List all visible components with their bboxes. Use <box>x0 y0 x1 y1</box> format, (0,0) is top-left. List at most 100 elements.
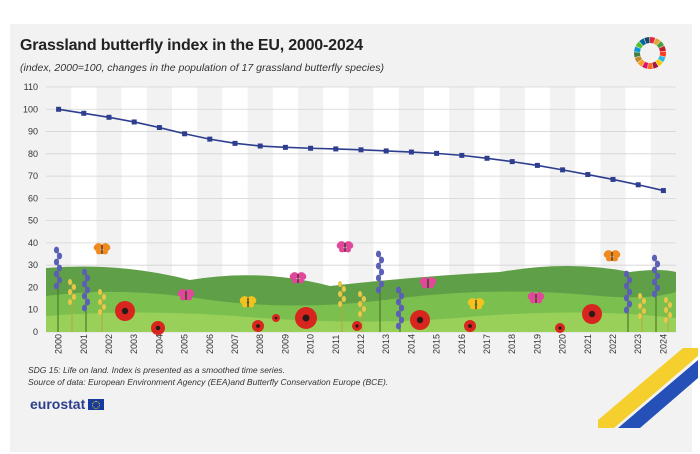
eurostat-logo: eurostat <box>30 396 105 412</box>
butterfly-icon <box>289 272 307 284</box>
x-tick-label: 2010 <box>306 334 316 354</box>
lavender-icon <box>53 246 63 332</box>
x-tick-label: 2002 <box>104 334 114 354</box>
x-axis-ticks: 2000 2001 2002 2003 2004 2005 2006 2007 2008 2009… <box>54 334 669 354</box>
butterfly-icon <box>239 296 257 308</box>
x-tick-label: 2001 <box>79 334 89 354</box>
data-point <box>308 145 314 151</box>
butterfly-icon <box>603 250 621 262</box>
data-point <box>509 159 515 165</box>
butterfly-icon <box>419 277 437 289</box>
data-point <box>257 143 263 149</box>
y-tick-label: 110 <box>24 82 38 92</box>
data-point <box>534 162 540 168</box>
lavender-icon <box>651 254 661 332</box>
y-tick-label: 10 <box>28 305 38 315</box>
wheat-icon <box>358 291 366 332</box>
front-hill <box>46 312 676 332</box>
series-layer <box>56 106 666 194</box>
x-tick-label: 2003 <box>129 334 139 354</box>
data-point <box>232 140 238 146</box>
poppy-icon <box>555 323 565 333</box>
footnote-sdg: SDG 15: Life on land. Index is presented… <box>28 365 286 375</box>
butterfly-icon <box>467 298 485 310</box>
data-point <box>282 144 288 150</box>
data-point <box>434 150 440 156</box>
y-tick-label: 100 <box>23 104 38 114</box>
butterfly-icon <box>527 292 545 304</box>
poppy-icon <box>151 321 165 335</box>
x-tick-label: 2017 <box>482 334 492 354</box>
poppy-icon <box>582 304 602 324</box>
x-tick-label: 2018 <box>507 334 517 354</box>
data-point <box>207 136 213 142</box>
wheat-icon <box>638 293 646 332</box>
x-tick-label: 2007 <box>230 334 240 354</box>
data-point <box>610 176 616 182</box>
y-tick-label: 60 <box>28 193 38 203</box>
chart-subtitle: (index, 2000=100, changes in the populat… <box>20 62 384 74</box>
lavender-icon <box>395 286 405 332</box>
wheat-icon <box>664 297 672 332</box>
butterfly-icon <box>177 289 195 301</box>
poppy-icon <box>272 314 280 322</box>
y-tick-label: 80 <box>28 149 38 159</box>
data-point <box>560 167 566 173</box>
x-tick-label: 2009 <box>280 334 290 354</box>
lavender-icon <box>375 250 385 332</box>
x-tick-label: 2022 <box>608 334 618 354</box>
data-point <box>383 148 389 154</box>
wheat-icon <box>98 289 106 332</box>
poppy-icon <box>252 320 264 332</box>
y-tick-label: 50 <box>28 216 38 226</box>
butterfly-icon <box>336 241 354 253</box>
poppy-icon <box>464 320 476 332</box>
data-point <box>106 114 112 120</box>
data-point <box>81 110 87 116</box>
x-tick-label: 2000 <box>54 334 64 354</box>
lavender-icon <box>81 268 91 332</box>
poppy-icon <box>410 310 430 330</box>
x-tick-label: 2014 <box>406 334 416 354</box>
poppy-icon <box>115 301 135 321</box>
sdg-wheel-icon <box>634 37 666 69</box>
data-point <box>182 131 188 137</box>
y-tick-label: 0 <box>33 327 38 337</box>
y-axis-ticks: 0 10 20 30 40 50 60 70 80 90 100 110 <box>23 82 38 337</box>
y-tick-label: 20 <box>28 282 38 292</box>
data-point <box>635 182 641 188</box>
butterfly-icon <box>93 243 111 255</box>
poppy-icon <box>295 307 317 329</box>
x-tick-label: 2024 <box>658 334 668 354</box>
data-point <box>408 149 414 155</box>
data-point <box>358 147 364 153</box>
logo-text: eurostat <box>30 396 86 412</box>
x-tick-label: 2005 <box>180 334 190 354</box>
y-tick-label: 40 <box>28 238 38 248</box>
x-tick-label: 2019 <box>532 334 542 354</box>
x-tick-label: 2023 <box>633 334 643 354</box>
y-tick-label: 30 <box>28 260 38 270</box>
poppy-icon <box>352 321 362 331</box>
x-tick-label: 2013 <box>381 334 391 354</box>
data-point <box>585 172 591 178</box>
x-tick-label: 2021 <box>583 334 593 354</box>
data-point <box>131 119 137 125</box>
footnote: SDG 15: Life on land. Index is presented… <box>28 364 388 388</box>
corner-stripes-icon <box>598 348 698 428</box>
lavender-icon <box>623 270 633 332</box>
y-tick-label: 70 <box>28 171 38 181</box>
eu-flag-icon <box>88 398 105 410</box>
x-tick-label: 2008 <box>255 334 265 354</box>
footnote-source: Source of data: European Environment Age… <box>28 377 389 387</box>
chart-title: Grassland butterfly index in the EU, 200… <box>20 37 363 54</box>
x-tick-label: 2016 <box>457 334 467 354</box>
meadow-illustration <box>46 241 676 335</box>
x-tick-label: 2012 <box>356 334 366 354</box>
data-point <box>660 188 666 194</box>
data-point <box>459 152 465 158</box>
wheat-icon <box>68 279 76 332</box>
y-tick-label: 90 <box>28 127 38 137</box>
data-point <box>484 155 490 161</box>
